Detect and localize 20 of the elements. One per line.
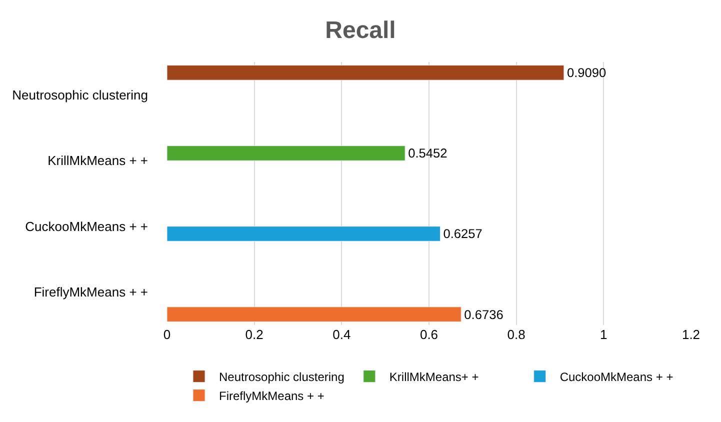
x-tick-label: 1.2	[682, 327, 700, 342]
data-label: 0.5452	[408, 146, 448, 161]
x-tick-label: 0.2	[245, 327, 264, 342]
x-tick-label: 0	[163, 327, 171, 342]
data-label: 0.6736	[464, 306, 504, 322]
chart-title: Recall	[325, 16, 396, 44]
x-tick-label: 0.8	[507, 327, 526, 342]
legend-label: CuckooMkMeans + +	[560, 370, 674, 384]
y-tick-label: KrillMkMeans + +	[48, 153, 148, 168]
y-tick-label: FireflyMkMeans + +	[34, 284, 148, 300]
y-tick-label: CuckooMkMeans + +	[25, 218, 148, 234]
y-tick-label: Neutrosophic clustering	[12, 87, 148, 102]
legend-label: FireflyMkMeans + +	[219, 389, 324, 403]
x-tick-label: 1	[600, 327, 608, 342]
legend-label: KrillMkMeans+ +	[389, 370, 479, 384]
x-tick-label: 0.4	[332, 327, 351, 342]
data-label: 0.9090	[566, 65, 606, 80]
data-label: 0.6257	[443, 226, 482, 242]
legend-label: Neutrosophic clustering	[219, 370, 344, 384]
x-tick-label: 0.6	[420, 327, 438, 342]
